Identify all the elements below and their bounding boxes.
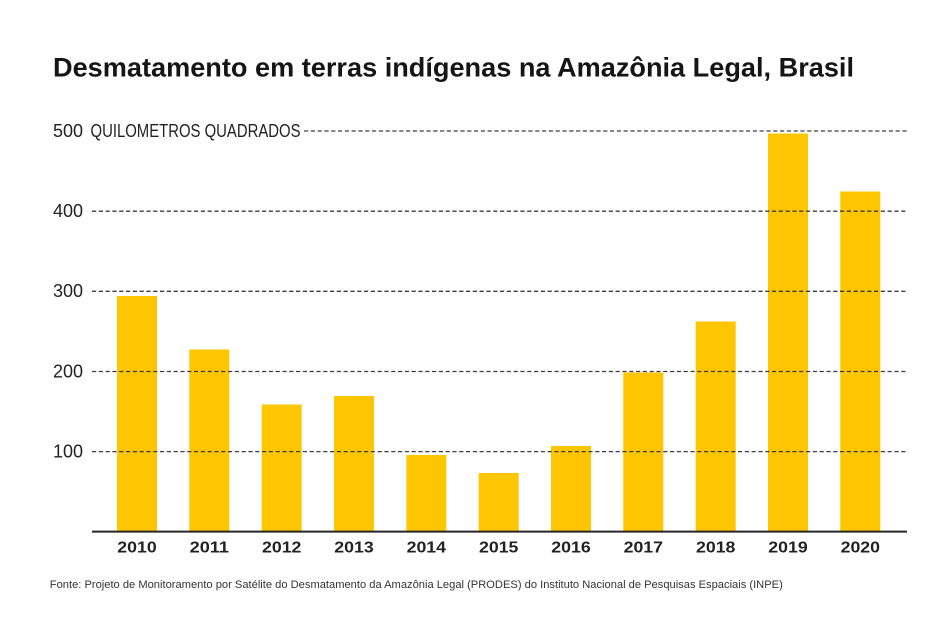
svg-text:Desmatamento em terras indígen: Desmatamento em terras indígenas na Amaz… [53,53,854,83]
svg-text:100: 100 [53,441,83,461]
svg-text:2020: 2020 [841,540,881,557]
svg-text:Fonte: Projeto de Monitorament: Fonte: Projeto de Monitoramento por Saté… [50,579,783,591]
svg-text:500: 500 [53,121,83,141]
svg-text:2011: 2011 [190,540,230,557]
svg-text:400: 400 [53,201,83,221]
svg-text:2010: 2010 [117,540,157,557]
svg-text:2018: 2018 [696,540,736,557]
svg-text:2019: 2019 [768,540,808,557]
svg-text:2016: 2016 [551,540,591,557]
svg-text:QUILOMETROS QUADRADOS: QUILOMETROS QUADRADOS [91,121,301,141]
svg-text:200: 200 [53,361,83,381]
svg-text:2017: 2017 [624,540,664,557]
svg-text:2013: 2013 [334,540,374,557]
svg-text:300: 300 [53,281,83,301]
svg-text:2014: 2014 [407,540,447,557]
svg-text:2015: 2015 [479,540,519,557]
svg-text:2012: 2012 [262,540,302,557]
